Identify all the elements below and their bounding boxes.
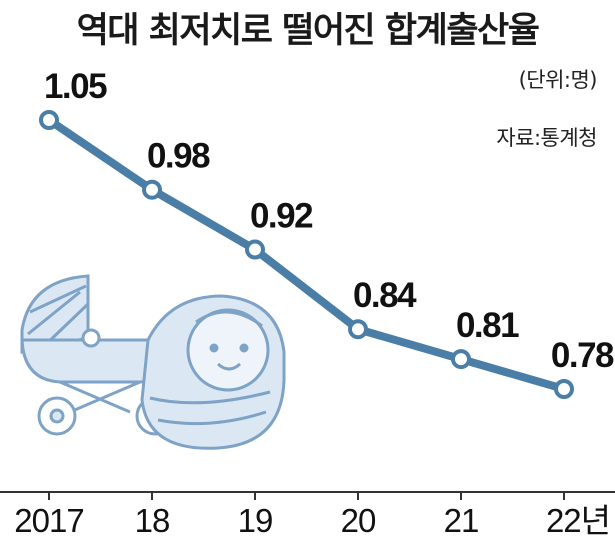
data-point (245, 239, 265, 260)
series-line (46, 116, 566, 393)
x-axis-ticks: 2017 18 19 20 21 22년 (14, 492, 611, 539)
x-tick-label: 19 (238, 502, 273, 539)
data-point (142, 179, 162, 200)
data-point (451, 349, 471, 370)
x-tick-label: 20 (341, 502, 376, 539)
data-label: 0.78 (551, 336, 614, 375)
data-label: 0.92 (250, 197, 313, 236)
baby-face-icon (186, 308, 270, 392)
data-point (39, 110, 59, 130)
baby-stroller-illustration (20, 274, 286, 450)
x-tick-label: 21 (444, 502, 479, 539)
x-tick-label: 18 (135, 502, 170, 539)
source-note: 자료:통계청 (496, 126, 597, 150)
unit-note: (단위:명) (518, 68, 598, 92)
data-label: 1.05 (44, 67, 107, 106)
data-label: 0.81 (456, 306, 519, 345)
series-group: 1.05 0.98 0.92 0.84 0.81 0.78 (39, 67, 615, 399)
data-label: 0.98 (147, 137, 210, 176)
data-label: 0.84 (353, 276, 417, 315)
chart-title: 역대 최저치로 떨어진 합계출산율 (76, 11, 540, 51)
data-point (554, 379, 574, 399)
x-tick-label: 22년 (546, 502, 610, 539)
x-tick-label: 2017 (14, 502, 83, 539)
data-point (348, 319, 368, 340)
